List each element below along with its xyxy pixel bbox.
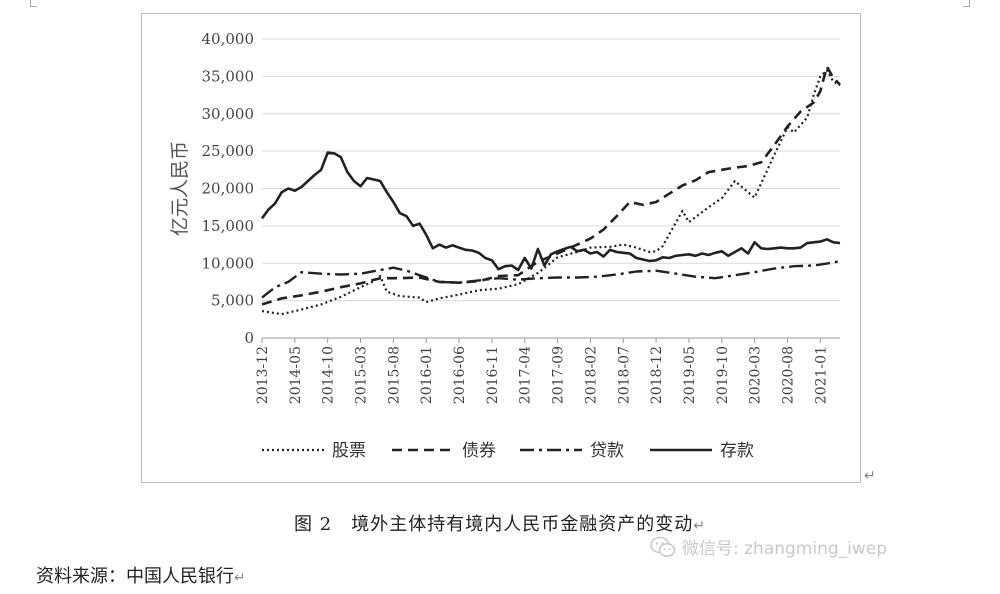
watermark: 微信号: zhangming_iwep — [650, 534, 887, 559]
x-tick-label: 2016-01 — [419, 346, 435, 404]
x-tick-label: 2018-12 — [649, 346, 665, 404]
line-chart: 0 5,000 10,000 15,000 20,000 25,000 30,000 35,0… — [169, 30, 841, 461]
y-tick-label: 10,000 — [202, 254, 255, 272]
paragraph-mark: ↵ — [234, 570, 246, 586]
x-tick-label: 2019-10 — [715, 346, 731, 404]
y-tick-label: 25,000 — [202, 142, 255, 160]
wechat-icon — [650, 536, 676, 557]
caption-text: 图 2 境外主体持有境内人民币金融资产的变动 — [294, 514, 694, 535]
x-tick-label: 2018-07 — [616, 346, 632, 404]
page-corner-mark-left — [30, 0, 37, 7]
figure-caption: 图 2 境外主体持有境内人民币金融资产的变动↵ — [0, 510, 1000, 536]
x-tick-label: 2013-12 — [255, 346, 271, 404]
series-line-存款 — [260, 151, 841, 272]
page-corner-mark-right — [963, 0, 970, 7]
watermark-text: 微信号: zhangming_iwep — [682, 539, 888, 559]
x-tick-label: 2017-04 — [518, 346, 534, 404]
legend-label: 股票 — [332, 441, 366, 461]
y-tick-label: 35,000 — [202, 67, 255, 85]
x-tick-label: 2020-08 — [780, 346, 796, 404]
y-tick-label: 20,000 — [202, 180, 255, 198]
series-line-债券 — [261, 65, 841, 306]
x-tick-label: 2015-03 — [354, 346, 370, 404]
source-text: 资料来源：中国人民银行 — [36, 566, 234, 587]
paragraph-mark: ↵ — [864, 468, 876, 484]
y-tick-label: 30,000 — [202, 105, 255, 123]
x-tick-label: 2014-10 — [321, 346, 337, 404]
chart-frame: 0 5,000 10,000 15,000 20,000 25,000 30,000 35,0… — [141, 13, 861, 483]
x-tick-label: 2014-05 — [288, 346, 304, 404]
x-tick-label: 2020-03 — [748, 346, 764, 404]
x-tick-label: 2018-02 — [583, 346, 599, 404]
y-tick-label: 5,000 — [211, 292, 254, 310]
y-axis-label: 亿元人民币 — [169, 141, 191, 236]
legend-label: 贷款 — [590, 441, 624, 461]
x-tick-label: 2017-09 — [551, 346, 567, 404]
x-tick-label: 2021-01 — [813, 346, 829, 404]
x-tick-label: 2015-08 — [386, 346, 402, 404]
source-note: 资料来源：中国人民银行↵ — [36, 562, 246, 588]
y-tick-label: 0 — [244, 329, 254, 347]
legend-label: 债券 — [462, 441, 496, 461]
x-tick-label: 2016-11 — [485, 346, 501, 404]
legend-label: 存款 — [720, 441, 754, 461]
paragraph-mark: ↵ — [693, 518, 706, 534]
x-tick-label: 2019-05 — [682, 346, 698, 404]
series-line-贷款 — [261, 259, 841, 299]
x-tick-label: 2016-06 — [452, 346, 468, 404]
y-tick-label: 40,000 — [202, 30, 255, 48]
y-tick-label: 15,000 — [202, 217, 255, 235]
